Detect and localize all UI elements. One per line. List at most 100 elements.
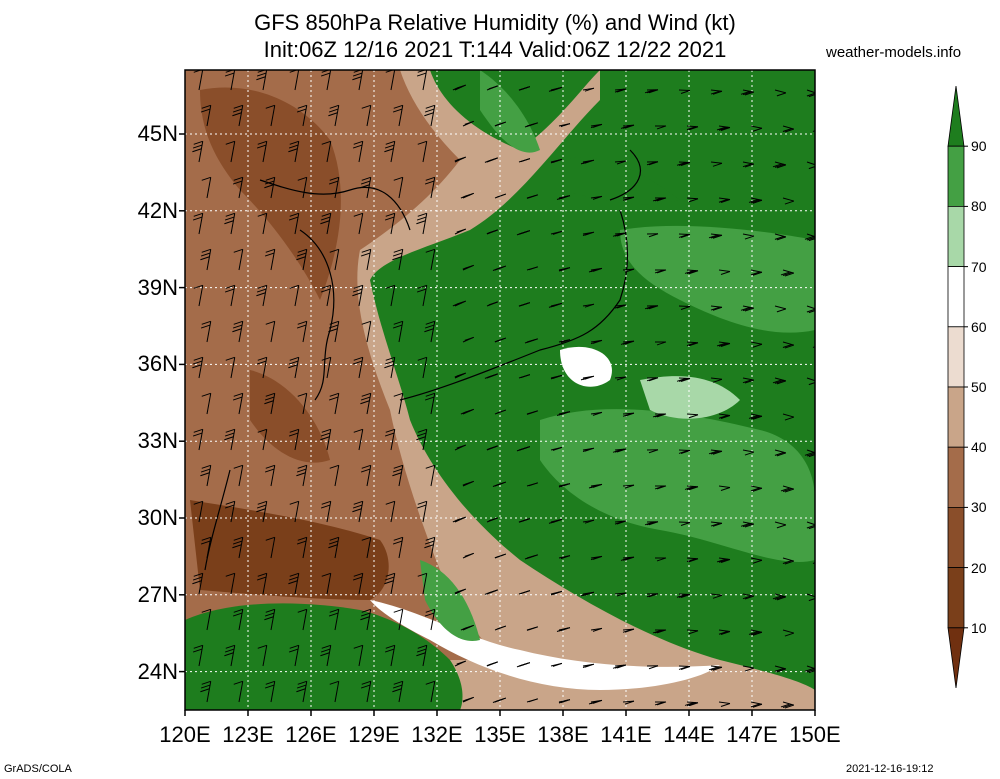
wind-barb bbox=[360, 464, 372, 487]
wind-barb bbox=[392, 248, 404, 271]
wind-barb bbox=[385, 500, 396, 523]
wind-barb bbox=[384, 644, 396, 667]
wind-barb bbox=[774, 89, 787, 97]
wind-barb bbox=[748, 629, 763, 636]
wind-barb bbox=[320, 70, 332, 91]
wind-barb bbox=[526, 266, 539, 271]
wind-barb bbox=[806, 593, 815, 602]
wind-barb bbox=[224, 212, 236, 235]
wind-barb bbox=[614, 304, 627, 309]
wind-barb bbox=[550, 446, 563, 451]
colorbar bbox=[947, 85, 968, 689]
wind-barb bbox=[484, 157, 498, 163]
wind-barb bbox=[590, 411, 603, 416]
wind-barb bbox=[384, 356, 396, 379]
wind-barb bbox=[806, 161, 815, 170]
lat-label: 36N bbox=[137, 351, 178, 377]
colorbar-segment bbox=[947, 506, 965, 568]
colorbar-segment bbox=[947, 567, 965, 629]
wind-barb bbox=[289, 70, 300, 91]
wind-barb bbox=[321, 572, 332, 595]
wind-barb bbox=[590, 627, 603, 632]
wind-barb bbox=[297, 176, 308, 199]
wind-barb bbox=[678, 449, 691, 454]
wind-barb bbox=[320, 284, 332, 307]
lat-label: 33N bbox=[137, 428, 178, 454]
wind-barb bbox=[424, 176, 436, 199]
wind-barb bbox=[518, 590, 531, 595]
wind-barb bbox=[742, 449, 755, 456]
wind-barb bbox=[804, 233, 815, 242]
wind-barb bbox=[454, 228, 466, 235]
wind-barb bbox=[686, 125, 699, 131]
wind-barb bbox=[742, 233, 755, 240]
colorbar-label: 30 bbox=[971, 499, 987, 516]
wind-barb bbox=[686, 629, 699, 635]
wind-barb bbox=[361, 104, 372, 127]
wind-barb bbox=[452, 300, 466, 307]
wind-barb bbox=[232, 104, 244, 127]
wind-barb bbox=[424, 536, 436, 559]
wind-barb bbox=[392, 320, 404, 343]
wind-barb bbox=[782, 413, 795, 421]
wind-barb bbox=[750, 557, 763, 564]
wind-barb bbox=[716, 341, 731, 347]
wind-barb bbox=[588, 483, 603, 489]
field-moist-patch bbox=[540, 409, 815, 563]
wind-barb bbox=[200, 104, 212, 127]
wind-barb bbox=[256, 356, 268, 379]
wind-barb bbox=[288, 356, 300, 379]
wind-barb bbox=[646, 593, 659, 598]
lon-label: 144E bbox=[663, 722, 715, 747]
wind-barb bbox=[361, 536, 372, 559]
wind-barb bbox=[676, 161, 691, 166]
wind-barb bbox=[392, 680, 404, 703]
lon-label: 120E bbox=[159, 722, 211, 747]
wind-barb bbox=[526, 410, 539, 415]
wind-barb bbox=[550, 374, 563, 380]
wind-barb bbox=[192, 428, 204, 451]
wind-barb bbox=[686, 557, 699, 563]
wind-barb bbox=[780, 701, 795, 709]
lat-label: 30N bbox=[137, 505, 178, 530]
chart-title: GFS 850hPa Relative Humidity (%) and Win… bbox=[254, 10, 736, 35]
lon-label: 126E bbox=[285, 722, 337, 747]
wind-barb bbox=[232, 608, 244, 631]
field-moist-patch bbox=[480, 70, 540, 153]
wind-barb bbox=[620, 124, 635, 129]
wind-barb bbox=[718, 413, 731, 419]
wind-barb bbox=[256, 140, 268, 163]
wind-barb bbox=[774, 449, 787, 457]
wind-barb bbox=[742, 377, 755, 384]
wind-barb bbox=[582, 663, 595, 668]
wind-barb bbox=[748, 413, 763, 420]
wind-barb bbox=[814, 630, 815, 637]
wind-barb bbox=[550, 590, 563, 596]
wind-barb bbox=[716, 125, 731, 131]
wind-barb bbox=[192, 356, 204, 379]
wind-barb bbox=[614, 520, 627, 525]
wind-barb bbox=[686, 197, 699, 203]
wind-barb bbox=[612, 664, 627, 669]
wind-barb bbox=[780, 485, 795, 493]
wind-barb bbox=[814, 414, 815, 421]
wind-barb bbox=[224, 644, 236, 667]
wind-barb bbox=[646, 377, 659, 382]
wind-barb bbox=[622, 268, 635, 273]
wind-barb bbox=[460, 624, 474, 631]
wind-barb bbox=[518, 374, 531, 379]
wind-barb bbox=[772, 161, 787, 169]
colorbar-segment bbox=[947, 386, 965, 448]
wind-barb bbox=[361, 320, 372, 343]
wind-barb bbox=[417, 140, 428, 163]
wind-barb bbox=[772, 593, 787, 601]
field-neutral-patch bbox=[560, 346, 612, 387]
wind-barb bbox=[225, 140, 236, 163]
china-coast bbox=[259, 179, 411, 231]
wind-barb bbox=[652, 629, 667, 634]
wind-barb bbox=[718, 701, 731, 707]
wind-barb bbox=[710, 305, 723, 311]
wind-barb bbox=[710, 377, 723, 383]
wind-barb bbox=[200, 536, 212, 559]
